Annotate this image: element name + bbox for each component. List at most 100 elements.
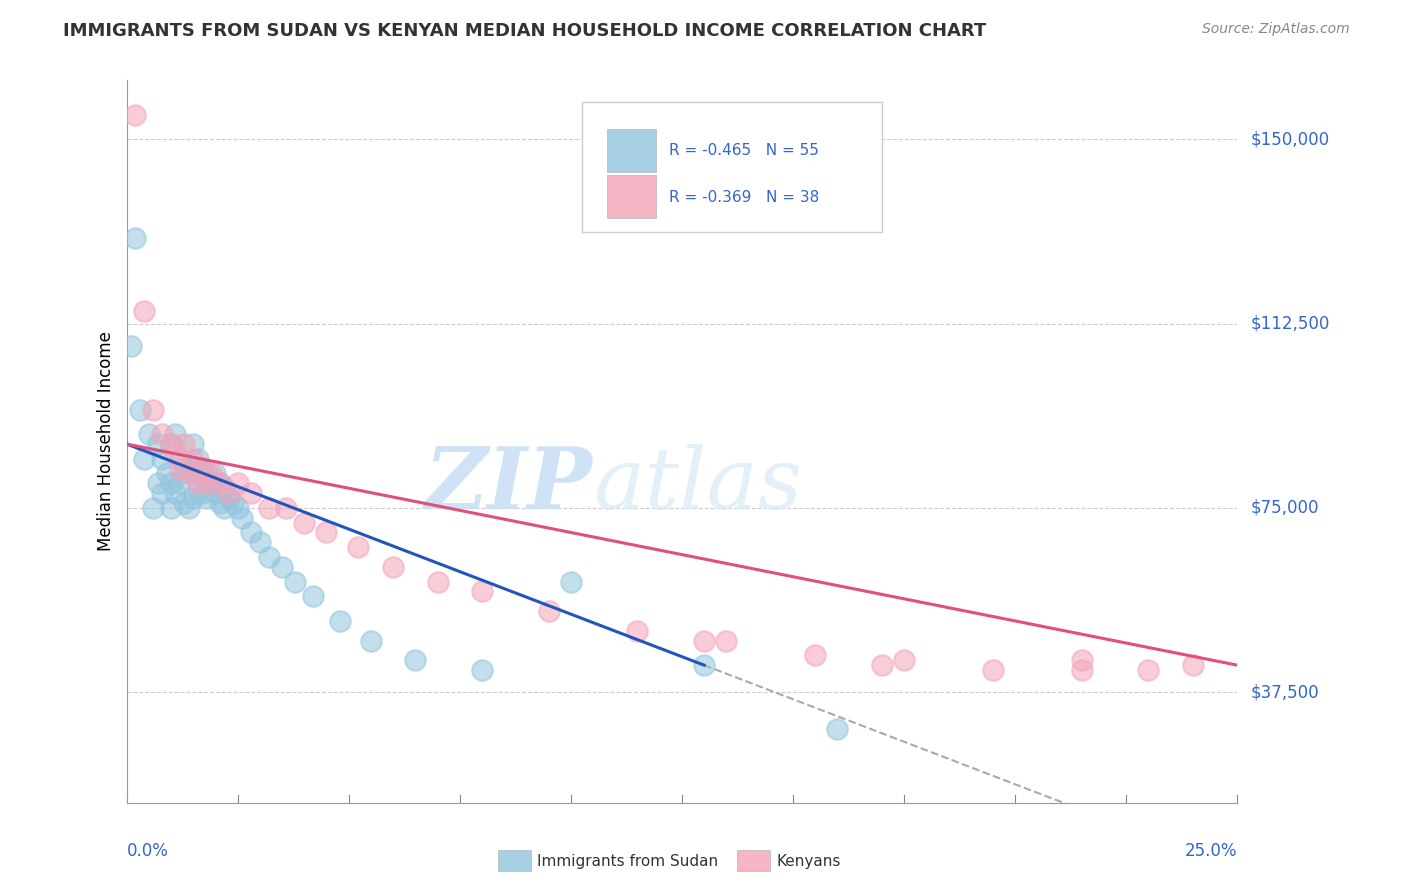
Point [893, 653, 915, 667]
Text: $112,500: $112,500 [1250, 315, 1330, 333]
Point [177, 500, 200, 515]
Text: $37,500: $37,500 [1250, 683, 1319, 701]
Point [204, 467, 226, 481]
Point [981, 663, 1004, 677]
Point [181, 467, 204, 481]
Point [169, 451, 191, 466]
Point [134, 451, 156, 466]
Point [181, 437, 204, 451]
Point [276, 500, 298, 515]
Text: R = -0.465   N = 55: R = -0.465 N = 55 [669, 143, 818, 158]
Point [142, 500, 165, 515]
Point [404, 653, 426, 667]
Point [284, 574, 307, 589]
Point [195, 476, 218, 491]
Point [191, 461, 214, 475]
Point [271, 560, 294, 574]
Point [160, 500, 183, 515]
Point [169, 461, 191, 475]
Point [160, 437, 183, 451]
Point [292, 516, 315, 530]
Point [249, 535, 271, 549]
Text: 0.0%: 0.0% [127, 842, 169, 860]
Point [346, 540, 368, 554]
Text: Immigrants from Sudan: Immigrants from Sudan [537, 855, 718, 869]
Point [181, 451, 204, 466]
Point [160, 437, 183, 451]
Text: $150,000: $150,000 [1250, 130, 1330, 148]
Point [426, 574, 449, 589]
Point [302, 590, 325, 604]
Point [218, 491, 240, 505]
Point [177, 467, 200, 481]
Point [360, 633, 382, 648]
Point [208, 496, 231, 510]
Point [222, 496, 245, 510]
Point [315, 525, 337, 540]
Text: Kenyans: Kenyans [776, 855, 841, 869]
Point [169, 476, 191, 491]
Point [204, 486, 226, 500]
Point [187, 476, 209, 491]
Point [191, 486, 214, 500]
FancyBboxPatch shape [607, 129, 657, 172]
FancyBboxPatch shape [607, 175, 657, 218]
Point [716, 633, 738, 648]
Point [537, 604, 560, 618]
Point [165, 486, 187, 500]
Point [138, 427, 160, 442]
Point [257, 500, 280, 515]
Point [150, 427, 173, 442]
Text: $75,000: $75,000 [1250, 499, 1319, 516]
Point [693, 633, 716, 648]
Point [128, 402, 150, 417]
Point [231, 510, 253, 524]
Point [626, 624, 648, 638]
Point [124, 230, 146, 244]
Text: ZIP: ZIP [425, 443, 593, 526]
Point [226, 476, 249, 491]
Point [693, 658, 716, 673]
Text: Source: ZipAtlas.com: Source: ZipAtlas.com [1202, 22, 1350, 37]
FancyBboxPatch shape [582, 102, 882, 232]
Point [226, 500, 249, 515]
Point [134, 304, 156, 318]
Point [187, 481, 209, 495]
Point [124, 108, 146, 122]
Point [870, 658, 893, 673]
Point [160, 476, 183, 491]
Point [173, 437, 195, 451]
Point [155, 467, 177, 481]
Text: IMMIGRANTS FROM SUDAN VS KENYAN MEDIAN HOUSEHOLD INCOME CORRELATION CHART: IMMIGRANTS FROM SUDAN VS KENYAN MEDIAN H… [63, 22, 987, 40]
Point [208, 476, 231, 491]
Point [218, 486, 240, 500]
Point [191, 461, 214, 475]
Point [471, 663, 494, 677]
Point [1070, 663, 1092, 677]
Point [165, 447, 187, 461]
Point [208, 476, 231, 491]
Point [471, 584, 494, 599]
Point [200, 476, 222, 491]
Point [173, 467, 195, 481]
Point [382, 560, 405, 574]
Point [214, 481, 236, 495]
Point [560, 574, 582, 589]
Point [200, 467, 222, 481]
Point [187, 451, 209, 466]
Point [150, 451, 173, 466]
Point [257, 549, 280, 564]
Point [177, 461, 200, 475]
Point [827, 722, 849, 736]
Point [142, 402, 165, 417]
Point [173, 496, 195, 510]
Point [214, 500, 236, 515]
Point [150, 486, 173, 500]
Text: atlas: atlas [593, 443, 803, 526]
Point [1137, 663, 1160, 677]
Point [120, 339, 142, 353]
Point [195, 467, 218, 481]
Point [1181, 658, 1204, 673]
Point [239, 525, 262, 540]
Point [1070, 653, 1092, 667]
